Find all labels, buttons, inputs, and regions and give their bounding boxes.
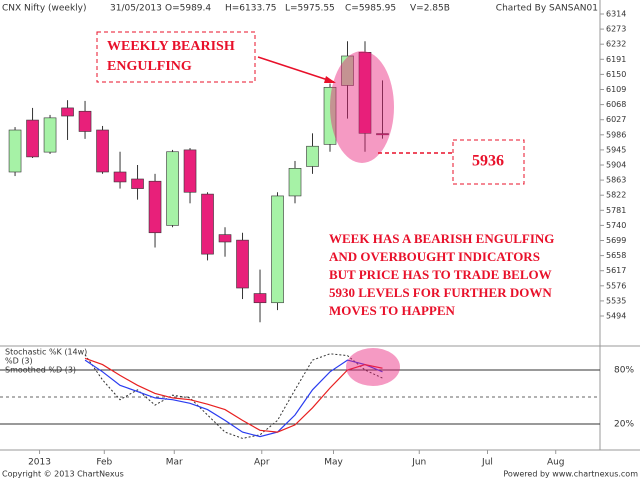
annotation-text: ENGULFING [107,59,192,74]
y-tick-label: 6191 [606,55,626,64]
y-tick-label: 5617 [606,266,626,275]
y-tick-label: 5945 [606,145,626,154]
y-tick-label: 6232 [606,40,626,49]
header-text: L=5975.55 [285,4,335,14]
annotation-text: AND OVERBOUGHT INDICATORS [329,249,540,264]
highlight-ellipse [330,51,394,163]
indicator-line [84,353,383,439]
annotation-text: WEEK HAS A BEARISH ENGULFING [329,231,554,246]
legend-entry: Smoothed %D (3) [5,366,76,375]
header-text: H=6133.75 [225,4,277,14]
annotation-box [96,31,256,83]
header-text: O=5989.4 [165,4,211,14]
annotation-text: 5930 LEVELS FOR FURTHER DOWN [329,285,552,300]
candle-body [271,195,284,304]
candle-body [358,52,372,134]
legend-entry: %D (3) [5,357,33,366]
x-tick-label: Aug [547,458,565,468]
candle-body [113,171,127,183]
annotation-text: BUT PRICE HAS TO TRADE BELOW [329,267,552,282]
y-tick-label: 5494 [606,312,626,321]
y-tick-label: 5576 [606,281,626,290]
y-tick-label: 6027 [606,115,626,124]
y-tick-label: 5535 [606,296,626,305]
legend-entry: Stochastic %K (14w) [5,348,87,357]
indicator-line [84,359,383,438]
highlight-ellipse [346,348,400,386]
candle-body [323,86,337,145]
candle-body [341,55,354,86]
candle-body [78,110,92,132]
candle-body [166,151,179,226]
y-tick-label: 5904 [606,161,626,170]
header-text: V=2.85B [410,4,450,14]
candle-body [61,107,74,117]
arrowhead [324,76,336,83]
x-tick-label: Feb [96,458,112,468]
candle-body [183,149,197,193]
x-tick-label: Jul [481,458,493,468]
header-text: CNX Nifty (weekly) [2,4,87,14]
footer-text: Powered by www.chartnexus.com [503,470,638,479]
footer-text: Copyright © 2013 ChartNexus [2,470,124,479]
y-tick-label: 5781 [606,206,626,215]
level-label: 5936 [472,153,504,170]
y-tick-label: 6150 [606,70,626,79]
candle-body [288,168,302,197]
y-tick-label: 5658 [606,251,626,260]
candle-body [43,117,57,153]
header-text: 31/05/2013 [110,4,162,14]
x-tick-label: May [324,458,343,468]
candle-body [131,178,144,189]
candle-body [8,129,22,173]
y-tick-label: 5986 [606,130,626,139]
y-tick-label: 6273 [606,25,626,34]
candle-body [253,293,267,304]
indicator-tick-label: 20% [614,420,634,430]
y-tick-label: 5822 [606,191,626,200]
x-tick-label: 2013 [28,458,51,468]
x-tick-label: Jun [411,458,426,468]
candle-body [26,119,39,158]
x-tick-label: Mar [166,458,183,468]
candle-body [96,129,109,173]
y-tick-label: 5699 [606,236,626,245]
credit: Charted By SANSAN01 [496,4,598,14]
y-tick-label: 5863 [606,176,626,185]
candle-body [306,145,319,167]
candle-body [236,239,249,289]
header-text: C=5985.95 [345,4,396,14]
candle-body [218,234,232,243]
y-tick-label: 6109 [606,85,626,94]
indicator-line [84,357,383,433]
x-tick-label: Apr [254,458,270,468]
annotation-text: WEEKLY BEARISH [107,39,235,54]
y-tick-label: 6314 [606,10,626,19]
annotation-box [452,139,525,185]
candle-body [201,193,214,255]
annotation-text: MOVES TO HAPPEN [329,303,456,318]
arrow [257,56,335,83]
y-tick-label: 6068 [606,100,626,109]
candle-body [376,133,389,136]
indicator-tick-label: 80% [614,366,634,376]
candle-body [148,180,162,234]
y-tick-label: 5740 [606,221,626,230]
